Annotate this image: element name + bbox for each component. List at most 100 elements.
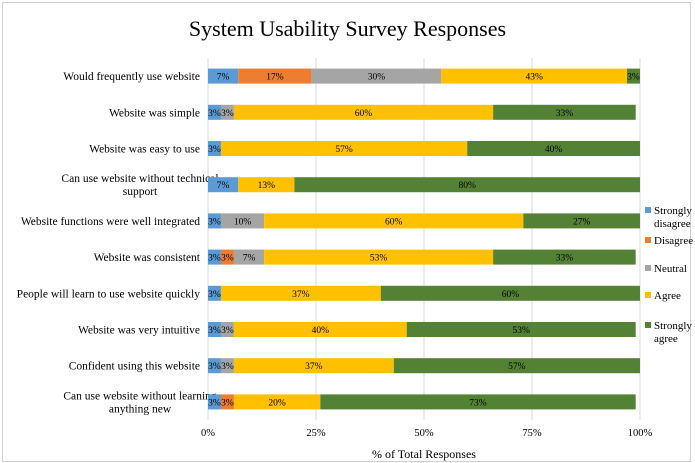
category-label: Website functions were well integrated (21, 216, 200, 228)
data-label: 3% (208, 217, 221, 227)
category-label-line: Website was consistent (94, 252, 201, 264)
category-label: Would frequently use website (63, 71, 200, 83)
legend-swatch (645, 322, 651, 328)
bar-segment (220, 213, 265, 229)
data-label: 40% (312, 326, 330, 336)
bar-segment (467, 141, 640, 156)
bar-segment (320, 394, 636, 410)
bar-segment (208, 285, 221, 301)
data-label: 3% (221, 398, 234, 408)
bar-segment (233, 104, 494, 120)
bar-segment (233, 249, 265, 265)
data-label: 40% (545, 145, 563, 155)
legend-label-line: Strongly (654, 320, 692, 332)
data-label: 3% (221, 109, 234, 119)
legend-swatch (645, 292, 651, 298)
data-label: 7% (217, 181, 230, 191)
x-tick-label: 100% (628, 428, 653, 439)
bar-segment (208, 213, 221, 229)
bar-segment (233, 322, 407, 337)
x-tick-label: 50% (414, 428, 434, 439)
data-label: 30% (368, 73, 386, 83)
data-label: 53% (370, 254, 388, 264)
bar-segment (493, 104, 636, 120)
data-label: 60% (355, 109, 373, 119)
legend-label: Neutral (654, 263, 687, 275)
data-label: 10% (234, 217, 252, 227)
x-tick-label: 25% (306, 428, 326, 439)
legend-label: Strongly disagree (654, 205, 692, 230)
bar-segment (208, 141, 221, 156)
data-label: 60% (385, 217, 403, 227)
data-label: 3% (627, 73, 640, 83)
bar-segment (220, 322, 234, 337)
legend-swatch (645, 207, 651, 213)
category-label-line: Can use website without learning (63, 390, 217, 402)
bar-segment (233, 358, 394, 374)
data-label: 43% (525, 73, 543, 83)
x-tick-label: 75% (522, 428, 542, 439)
data-label: 7% (243, 254, 256, 264)
data-label: 57% (508, 362, 526, 372)
bar-segment (393, 358, 640, 374)
data-label: 3% (208, 145, 221, 155)
data-label: 3% (208, 362, 221, 372)
data-label: 57% (335, 145, 353, 155)
bar-segment (208, 394, 221, 410)
bar-segment (233, 394, 321, 410)
bar-segment (208, 322, 221, 337)
category-label-line: Confident using this website (69, 361, 200, 373)
legend-label: Agree (654, 290, 681, 302)
bar-segment (220, 141, 468, 156)
data-label: 73% (469, 398, 487, 408)
data-label: 3% (221, 326, 234, 336)
category-label-line: Would frequently use website (63, 71, 200, 83)
bar-segment (264, 249, 494, 265)
bar-segment (627, 68, 640, 84)
x-axis-title: % of Total Responses (372, 447, 476, 461)
data-label: 37% (292, 290, 310, 300)
bar-segment (208, 68, 239, 84)
bar-segment (220, 104, 234, 120)
legend-label-line: Agree (654, 290, 681, 302)
data-label: 3% (208, 290, 221, 300)
category-label-line: anything new (109, 403, 172, 415)
data-label: 7% (217, 73, 230, 83)
data-label: 3% (208, 109, 221, 119)
data-label: 60% (502, 290, 520, 300)
bar-segment (264, 213, 524, 229)
category-label: Website was easy to use (89, 144, 200, 156)
data-label: 37% (305, 362, 323, 372)
legend-label: Strongly agree (654, 320, 692, 345)
legend-label-line: Disagree (654, 235, 693, 247)
bar-segment (311, 68, 442, 84)
data-label: 3% (208, 398, 221, 408)
data-label: 53% (512, 326, 530, 336)
legend-label-line: agree (654, 333, 678, 345)
bar-segment (208, 249, 221, 265)
category-label: Website was very intuitive (78, 325, 200, 337)
bar-segment (208, 177, 239, 193)
legend-label-line: disagree (654, 218, 691, 230)
category-label-line: Can use website without technical (61, 173, 218, 185)
category-label: Can use website without technical support (61, 173, 218, 198)
bar-segment (294, 177, 640, 193)
category-label: Website was simple (109, 107, 200, 119)
data-label: 13% (258, 181, 276, 191)
category-label: Website was consistent (94, 252, 201, 264)
data-label: 20% (268, 398, 286, 408)
bar-segment (238, 177, 295, 193)
category-label: Confident using this website (69, 361, 200, 373)
data-label: 33% (556, 109, 574, 119)
bar-segment (441, 68, 628, 84)
legend-label: Disagree (654, 235, 693, 247)
x-tick-label: 0% (201, 428, 215, 439)
category-label-line: Website was easy to use (89, 144, 200, 156)
bar-segment (208, 358, 221, 374)
category-label-line: Website was very intuitive (78, 325, 200, 337)
category-label-line: People will learn to use website quickly (17, 288, 201, 300)
bar-segment (220, 249, 234, 265)
legend-swatch (645, 237, 651, 243)
bar-segment (406, 322, 636, 337)
category-label-line: Website functions were well integrated (21, 216, 200, 228)
